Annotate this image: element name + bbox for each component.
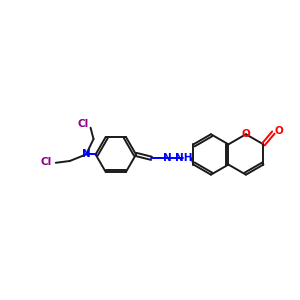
Text: N: N <box>163 153 171 163</box>
Text: O: O <box>242 129 250 139</box>
Text: Cl: Cl <box>77 118 89 128</box>
Text: O: O <box>274 126 283 136</box>
Text: Cl: Cl <box>40 157 52 167</box>
Text: NH: NH <box>175 153 192 163</box>
Text: N: N <box>82 149 91 160</box>
